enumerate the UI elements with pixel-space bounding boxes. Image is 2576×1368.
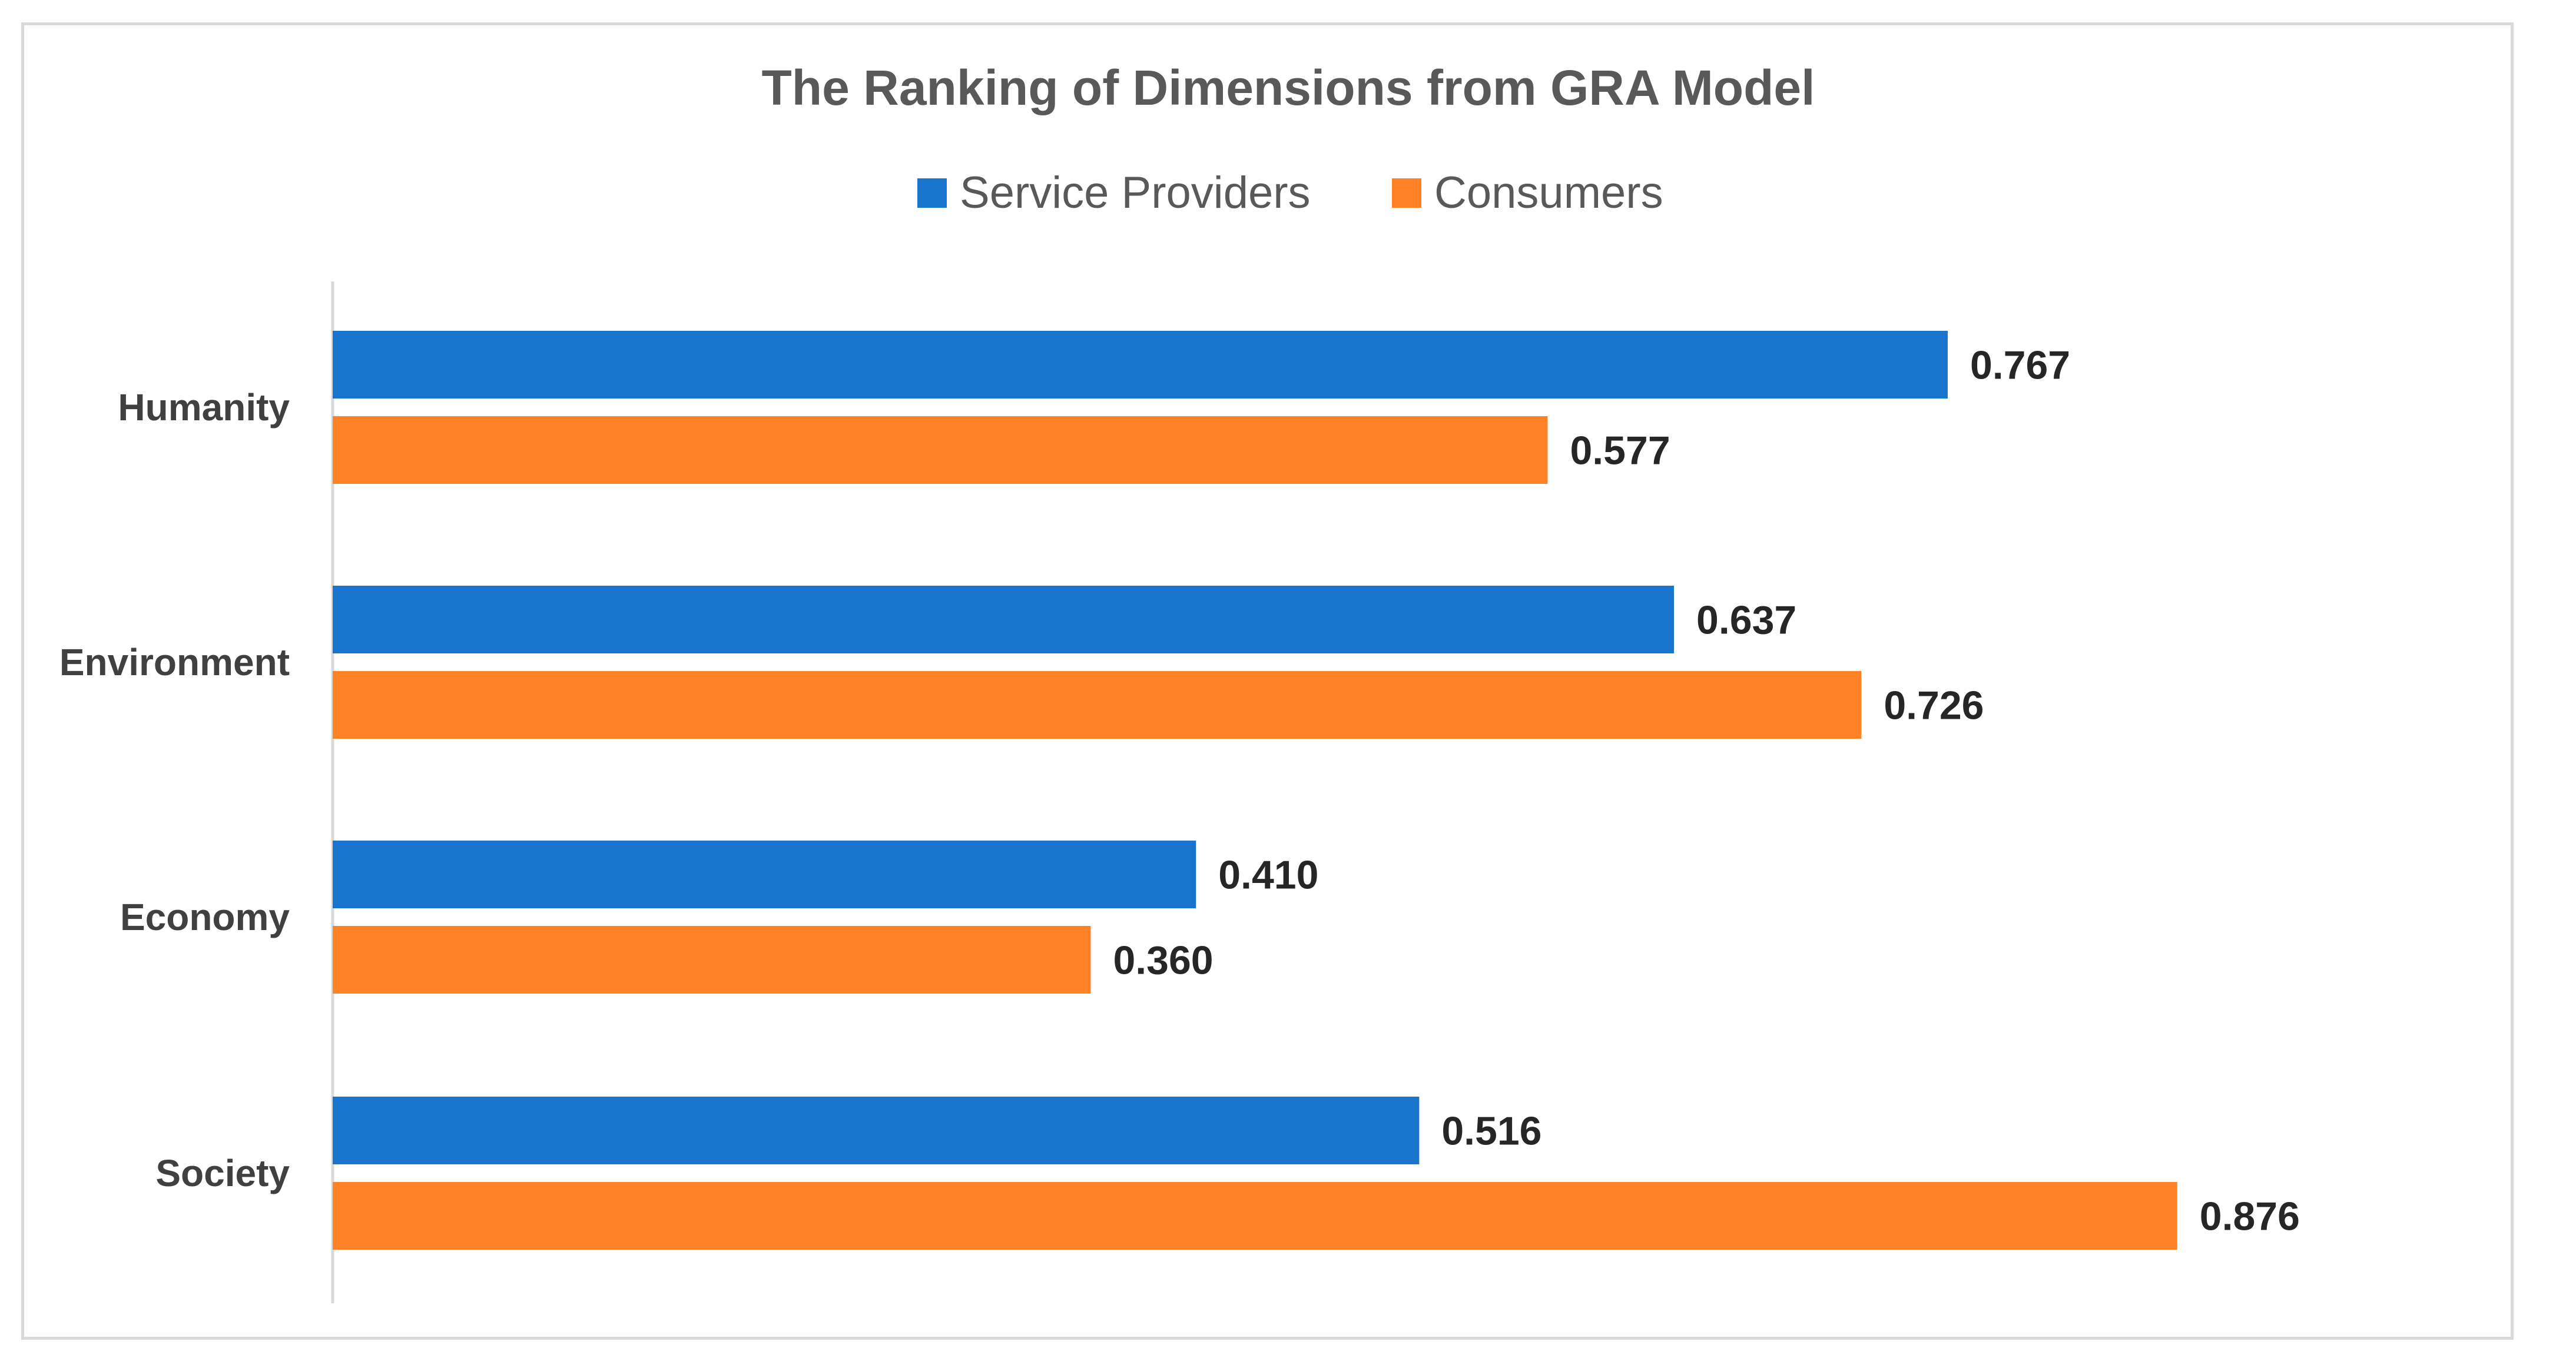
bar-humanity-service-providers — [333, 331, 1948, 399]
bar-society-consumers — [333, 1182, 2177, 1250]
category-label-environment: Environment — [59, 641, 290, 683]
bar-economy-service-providers — [333, 841, 1196, 908]
value-label-environment-consumers: 0.726 — [1884, 683, 1984, 728]
category-label-humanity: Humanity — [118, 386, 290, 429]
legend-swatch-consumers — [1392, 178, 1421, 208]
value-label-society-consumers: 0.876 — [2200, 1194, 2300, 1239]
category-label-economy: Economy — [120, 896, 290, 938]
value-label-society-service-providers: 0.516 — [1441, 1109, 1541, 1154]
bar-economy-consumers — [333, 926, 1091, 994]
legend: Service Providers Consumers — [917, 168, 1663, 218]
value-label-humanity-consumers: 0.577 — [1570, 429, 1670, 473]
category-label-society: Society — [155, 1152, 290, 1194]
value-label-economy-consumers: 0.360 — [1113, 938, 1213, 983]
bar-environment-service-providers — [333, 586, 1675, 653]
bar-society-service-providers — [333, 1097, 1420, 1164]
plot-area: Humanity 0.767 0.577 Environment 0.637 0.726 E… — [59, 331, 2300, 1250]
chart-title: The Ranking of Dimensions from GRA Model — [762, 60, 1815, 115]
value-label-economy-service-providers: 0.410 — [1218, 853, 1318, 898]
bar-environment-consumers — [333, 671, 1862, 739]
bar-humanity-consumers — [333, 416, 1548, 484]
value-label-humanity-service-providers: 0.767 — [1970, 343, 2070, 388]
legend-label-consumers: Consumers — [1434, 168, 1663, 218]
legend-label-service-providers: Service Providers — [960, 168, 1311, 218]
value-label-environment-service-providers: 0.637 — [1696, 598, 1796, 643]
legend-swatch-service-providers — [917, 178, 947, 208]
